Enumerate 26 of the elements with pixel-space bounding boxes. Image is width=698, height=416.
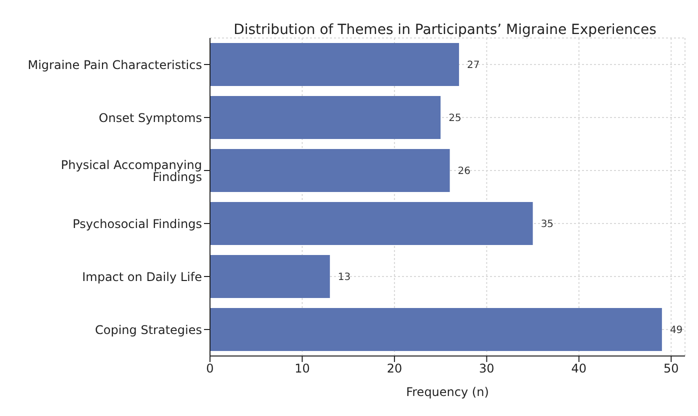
y-tick-label: Psychosocial Findings [72,216,202,231]
bar [210,96,441,139]
y-tick-label: Onset Symptoms [98,110,202,125]
y-tick-label: Physical Accompanying Findings [60,158,202,184]
x-tick-label: 50 [664,362,679,376]
bar [210,149,450,192]
data-label: 25 [448,113,462,124]
y-tick-label: Coping Strategies [95,322,202,337]
data-label: 26 [458,166,471,178]
x-axis-title: Frequency (n) [406,385,489,399]
bar [210,202,533,245]
data-label: 13 [338,272,351,284]
x-tick-label: 10 [294,362,310,376]
bar [210,308,662,351]
data-label: 49 [670,325,683,336]
x-tick-label: 30 [479,362,494,376]
data-label: 35 [540,219,554,230]
x-tick-label: 40 [571,362,587,376]
y-tick-label: Migraine Pain Characteristics [28,58,202,72]
data-label: 27 [467,60,480,72]
x-tick-label: 20 [386,362,402,376]
bar [210,43,460,86]
y-tick-label: Impact on Daily Life [82,270,202,284]
x-tick-label: 0 [206,362,214,376]
chart-title: Distribution of Themes in Participants’ Migraine Experiences [232,22,658,38]
bar [210,255,330,298]
